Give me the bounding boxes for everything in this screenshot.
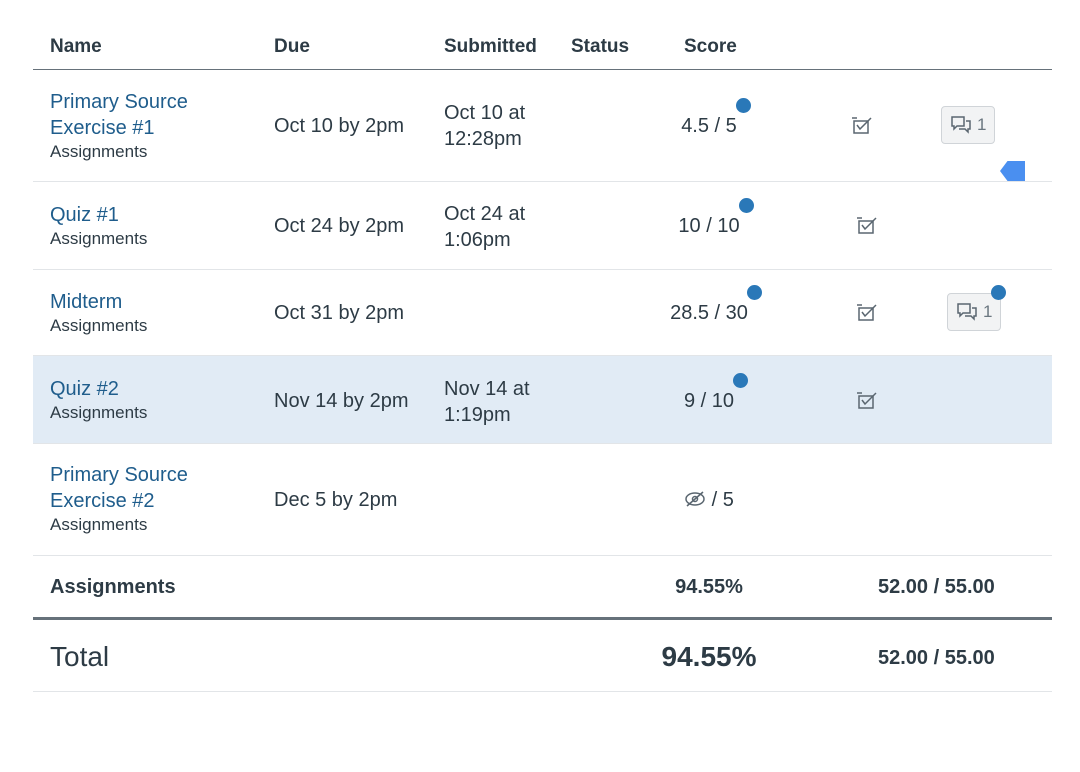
header-due: Due <box>274 36 310 57</box>
unread-dot <box>736 98 751 113</box>
table-row: Quiz #2 Assignments Nov 14 by 2pm Nov 14… <box>33 356 1052 444</box>
header-status: Status <box>571 36 630 57</box>
rubric-icon[interactable] <box>856 303 880 323</box>
rubric-icon[interactable] <box>856 216 880 236</box>
due-date: Oct 10 by 2pm <box>274 115 405 137</box>
score-value: 28.5 / 30 <box>670 302 748 324</box>
due-date: Oct 24 by 2pm <box>274 215 405 237</box>
score-cell: / 5 <box>629 487 789 513</box>
table-row: Midterm Assignments Oct 31 by 2pm 28.5 /… <box>33 270 1052 356</box>
due-date: Nov 14 by 2pm <box>274 390 409 412</box>
rubric-icon[interactable] <box>856 391 880 411</box>
grades-table: Name Due Submitted Status Score Primary … <box>33 26 1052 692</box>
group-label: Assignments <box>50 576 176 598</box>
assignment-group: Assignments <box>50 515 148 534</box>
table-header: Name Due Submitted Status Score <box>33 26 1052 70</box>
group-points: 52.00 / 55.00 <box>878 576 995 598</box>
group-summary-row: Assignments 94.55% 52.00 / 55.00 <box>33 556 1052 620</box>
comment-icon <box>957 303 977 321</box>
assignment-link[interactable]: Midterm <box>50 291 123 313</box>
assignment-group: Assignments <box>50 142 148 161</box>
total-points: 52.00 / 55.00 <box>878 647 995 669</box>
total-percent: 94.55% <box>661 641 757 672</box>
comments-button[interactable]: 1 <box>947 293 1002 331</box>
table-row: Primary Source Exercise #2 Assignments D… <box>33 444 1052 556</box>
assignment-link[interactable]: Quiz #2 <box>50 378 119 400</box>
due-date: Oct 31 by 2pm <box>274 302 405 324</box>
score-value: / 5 <box>711 489 734 511</box>
total-row: Total 94.55% 52.00 / 55.00 <box>33 620 1052 692</box>
header-name: Name <box>50 36 102 57</box>
unread-dot <box>733 373 748 388</box>
assignment-group: Assignments <box>50 316 148 335</box>
header-score: Score <box>684 36 737 57</box>
submitted-date: Nov 14 at 1:19pm <box>444 378 530 426</box>
total-label: Total <box>50 641 110 672</box>
score-value: 4.5 / 5 <box>681 115 737 137</box>
comment-count: 1 <box>983 302 993 321</box>
submitted-date: Oct 24 at 1:06pm <box>444 203 526 251</box>
comment-tag-icon <box>1000 161 1025 181</box>
table-row: Quiz #1 Assignments Oct 24 by 2pm Oct 24… <box>33 182 1052 270</box>
unread-dot <box>739 198 754 213</box>
assignment-group: Assignments <box>50 229 148 248</box>
assignment-link[interactable]: Primary Source Exercise #1 <box>50 91 188 139</box>
table-row: Primary Source Exercise #1 Assignments O… <box>33 70 1052 182</box>
submitted-date: Oct 10 at 12:28pm <box>444 102 526 150</box>
assignment-link[interactable]: Primary Source Exercise #2 <box>50 464 188 512</box>
header-submitted: Submitted <box>444 36 537 57</box>
assignment-group: Assignments <box>50 403 148 422</box>
score-value: 9 / 10 <box>683 390 735 412</box>
comment-count: 1 <box>977 115 987 134</box>
group-percent: 94.55% <box>675 576 743 598</box>
score-value: 10 / 10 <box>678 215 740 237</box>
comments-button[interactable]: 1 <box>941 106 996 144</box>
unread-comment-dot <box>991 285 1006 300</box>
due-date: Dec 5 by 2pm <box>274 489 398 511</box>
unread-dot <box>747 285 762 300</box>
hidden-eye-icon <box>685 491 705 507</box>
rubric-icon[interactable] <box>851 116 875 136</box>
assignment-link[interactable]: Quiz #1 <box>50 204 119 226</box>
comment-icon <box>951 116 971 134</box>
